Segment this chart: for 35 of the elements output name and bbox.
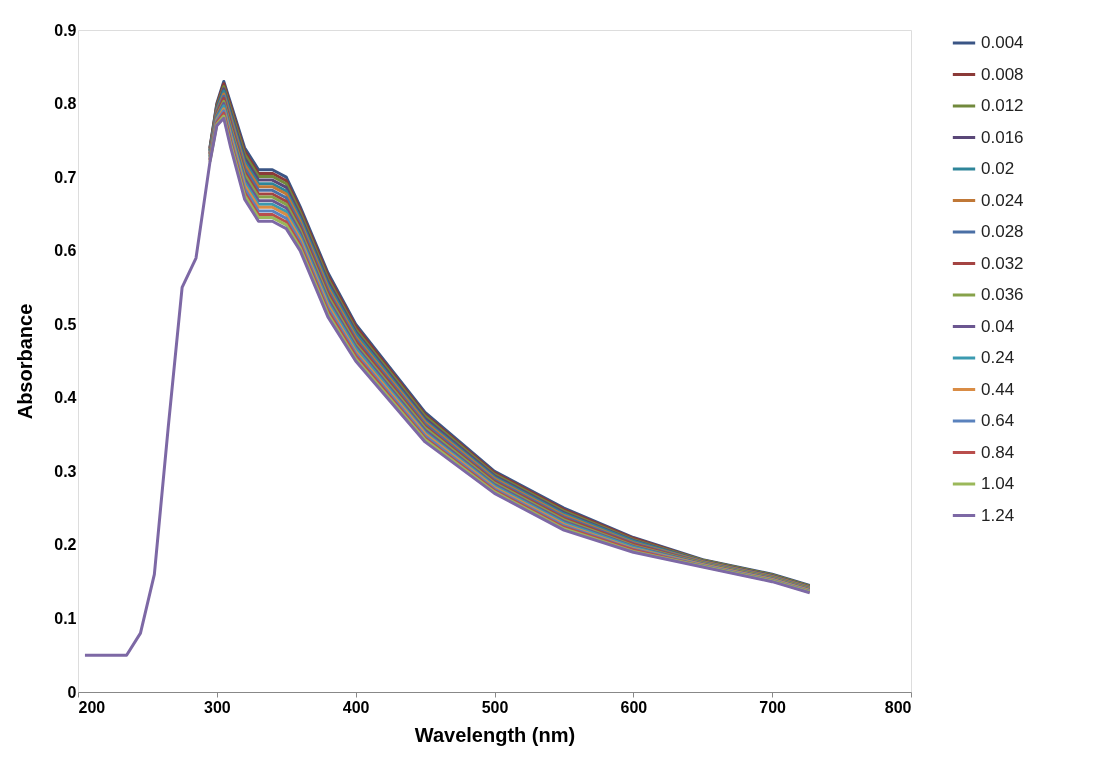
y-tick-label: 0.3 bbox=[54, 462, 77, 480]
y-tick-label: 0.1 bbox=[54, 609, 77, 627]
x-axis-title: Wavelength (nm) bbox=[414, 723, 576, 746]
y-tick-label: 0.8 bbox=[54, 95, 77, 113]
legend-label: 0.028 bbox=[981, 222, 1024, 241]
x-tick-label: 700 bbox=[759, 698, 787, 716]
legend-label: 0.024 bbox=[981, 190, 1024, 210]
y-tick-label: 0.2 bbox=[54, 536, 77, 554]
x-tick-label: 600 bbox=[620, 698, 648, 716]
x-tick-label: 400 bbox=[342, 698, 370, 716]
legend-label: 0.04 bbox=[981, 316, 1015, 336]
legend-label: 0.64 bbox=[981, 411, 1015, 430]
y-axis-title: Absorbance bbox=[14, 303, 37, 420]
y-tick-label: 0.5 bbox=[54, 315, 77, 333]
legend-label: 0.84 bbox=[981, 442, 1015, 462]
legend-label: 1.04 bbox=[981, 474, 1015, 493]
y-tick-label: 0 bbox=[67, 683, 77, 701]
legend-label: 0.032 bbox=[981, 253, 1024, 273]
legend-label: 0.44 bbox=[981, 379, 1015, 399]
y-tick-label: 0.9 bbox=[54, 21, 77, 39]
x-tick-label: 300 bbox=[203, 698, 231, 716]
legend-label: 0.036 bbox=[981, 285, 1024, 304]
y-tick-label: 0.6 bbox=[54, 242, 77, 260]
legend-label: 0.008 bbox=[981, 64, 1024, 84]
legend-label: 0.24 bbox=[981, 348, 1015, 367]
x-tick-label: 200 bbox=[78, 698, 106, 716]
y-tick-label: 0.4 bbox=[54, 389, 77, 407]
x-tick-label: 800 bbox=[884, 698, 912, 716]
legend-label: 0.012 bbox=[981, 96, 1024, 115]
legend-label: 0.004 bbox=[981, 33, 1024, 52]
legend-label: 1.24 bbox=[981, 505, 1015, 525]
x-tick-label: 500 bbox=[481, 698, 509, 716]
legend-label: 0.02 bbox=[981, 159, 1015, 178]
y-tick-label: 0.7 bbox=[54, 168, 77, 186]
legend-label: 0.016 bbox=[981, 127, 1024, 147]
